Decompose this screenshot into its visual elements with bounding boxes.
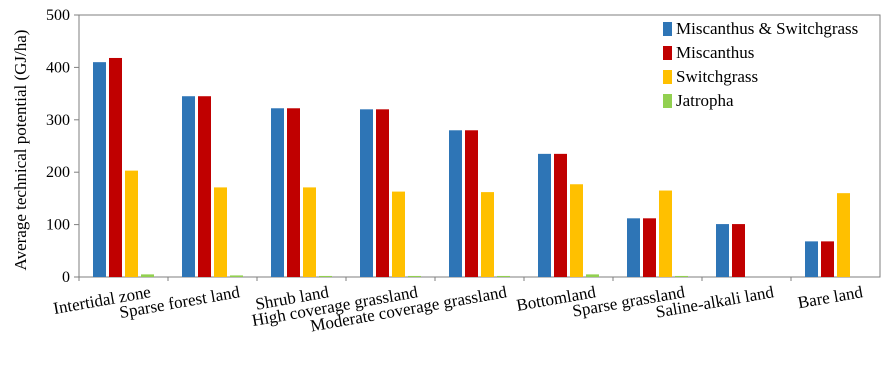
y-tick-label: 100 <box>46 217 70 234</box>
bar <box>408 275 421 277</box>
y-axis-label: Average technical potential (GJ/ha) <box>11 30 30 271</box>
bar <box>732 224 745 277</box>
y-tick-label: 400 <box>46 59 70 76</box>
bar <box>554 153 567 277</box>
bar <box>659 190 672 277</box>
plot-frame <box>78 14 881 278</box>
bar <box>627 218 640 277</box>
bar <box>675 275 688 277</box>
bar <box>643 218 656 277</box>
legend-label: Miscanthus <box>676 43 754 62</box>
bar <box>716 224 729 277</box>
legend-label: Jatropha <box>676 91 734 110</box>
bar <box>821 241 834 277</box>
x-category-label: Bare land <box>796 282 864 312</box>
bar <box>497 275 510 277</box>
bar <box>449 130 462 277</box>
legend: Miscanthus & Switchgrass Miscanthus Switch… <box>663 19 858 110</box>
bar <box>837 193 850 277</box>
bar <box>360 109 373 277</box>
bar <box>287 108 300 277</box>
bar <box>538 153 551 277</box>
bar <box>586 274 599 277</box>
y-tick-label: 0 <box>62 269 70 286</box>
y-ticks: 0 100 200 300 400 500 <box>46 7 79 286</box>
bar <box>198 96 211 277</box>
bar <box>93 62 106 277</box>
bars <box>93 57 850 277</box>
legend-label: Switchgrass <box>676 67 758 86</box>
bar <box>465 130 478 277</box>
axes <box>78 14 881 281</box>
bar <box>376 109 389 277</box>
y-tick-label: 500 <box>46 7 70 24</box>
y-tick-label: 300 <box>46 112 70 129</box>
bar <box>805 241 818 277</box>
legend-label: Miscanthus & Switchgrass <box>676 19 858 38</box>
bar <box>182 96 195 277</box>
y-tick-label: 200 <box>46 164 70 181</box>
legend-swatch <box>663 94 672 108</box>
legend-swatch <box>663 46 672 60</box>
bar <box>392 191 405 277</box>
bar <box>481 192 494 277</box>
bar <box>319 275 332 277</box>
bar <box>141 274 154 277</box>
bar <box>271 108 284 277</box>
bar <box>125 170 138 277</box>
bar <box>570 184 583 277</box>
bar <box>214 187 227 277</box>
legend-swatch <box>663 22 672 36</box>
bar <box>303 187 316 277</box>
legend-swatch <box>663 70 672 84</box>
bar <box>109 57 122 277</box>
bar <box>230 275 243 277</box>
